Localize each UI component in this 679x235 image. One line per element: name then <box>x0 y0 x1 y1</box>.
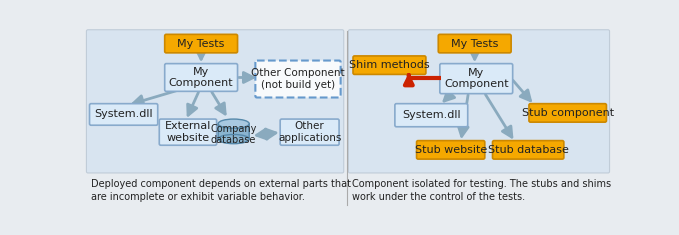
FancyBboxPatch shape <box>348 30 610 173</box>
FancyBboxPatch shape <box>90 104 158 125</box>
Text: My
Component: My Component <box>444 68 509 90</box>
FancyBboxPatch shape <box>280 119 339 145</box>
FancyBboxPatch shape <box>218 124 249 139</box>
Text: System.dll: System.dll <box>402 110 460 120</box>
FancyBboxPatch shape <box>492 141 564 159</box>
Text: Deployed component depends on external parts that
are incomplete or exhibit vari: Deployed component depends on external p… <box>91 179 351 202</box>
FancyBboxPatch shape <box>353 56 426 74</box>
FancyBboxPatch shape <box>417 141 485 159</box>
FancyBboxPatch shape <box>529 104 606 122</box>
FancyBboxPatch shape <box>160 119 217 145</box>
FancyBboxPatch shape <box>438 34 511 53</box>
Text: Component isolated for testing. The stubs and shims
work under the control of th: Component isolated for testing. The stub… <box>352 179 611 202</box>
FancyBboxPatch shape <box>255 61 341 98</box>
Text: My Tests: My Tests <box>451 39 498 49</box>
Text: My Tests: My Tests <box>177 39 225 49</box>
Text: External
website: External website <box>165 121 211 143</box>
Text: Stub website: Stub website <box>415 145 487 155</box>
FancyBboxPatch shape <box>86 30 344 173</box>
Text: Other Component
(not build yet): Other Component (not build yet) <box>251 68 345 90</box>
Text: Other
applications: Other applications <box>278 121 342 143</box>
FancyBboxPatch shape <box>165 64 238 91</box>
Text: Stub database: Stub database <box>488 145 568 155</box>
FancyBboxPatch shape <box>165 34 238 53</box>
Text: Company
database: Company database <box>210 124 257 145</box>
Text: My
Component: My Component <box>169 67 234 88</box>
FancyBboxPatch shape <box>440 64 513 94</box>
Text: System.dll: System.dll <box>94 110 153 119</box>
Text: Shim methods: Shim methods <box>349 60 430 70</box>
Ellipse shape <box>218 134 249 144</box>
Text: Stub component: Stub component <box>521 108 614 118</box>
FancyBboxPatch shape <box>395 104 468 127</box>
Ellipse shape <box>218 119 249 128</box>
